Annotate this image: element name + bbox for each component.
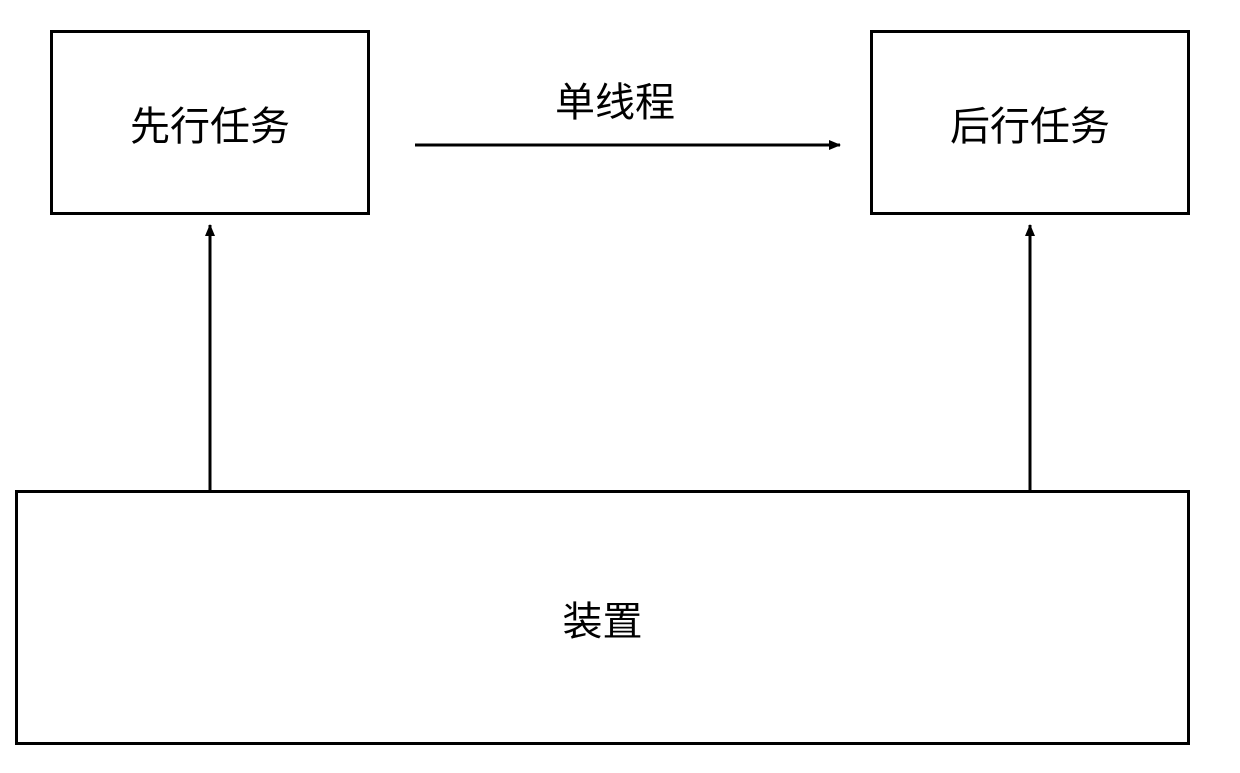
node-device-label: 装置 xyxy=(563,589,643,647)
node-successor-task: 后行任务 xyxy=(870,30,1190,215)
node-successor-task-label: 后行任务 xyxy=(950,94,1110,152)
edge-single-thread-label: 单线程 xyxy=(555,70,675,128)
node-predecessor-task-label: 先行任务 xyxy=(130,94,290,152)
node-device: 装置 xyxy=(15,490,1190,745)
node-predecessor-task: 先行任务 xyxy=(50,30,370,215)
